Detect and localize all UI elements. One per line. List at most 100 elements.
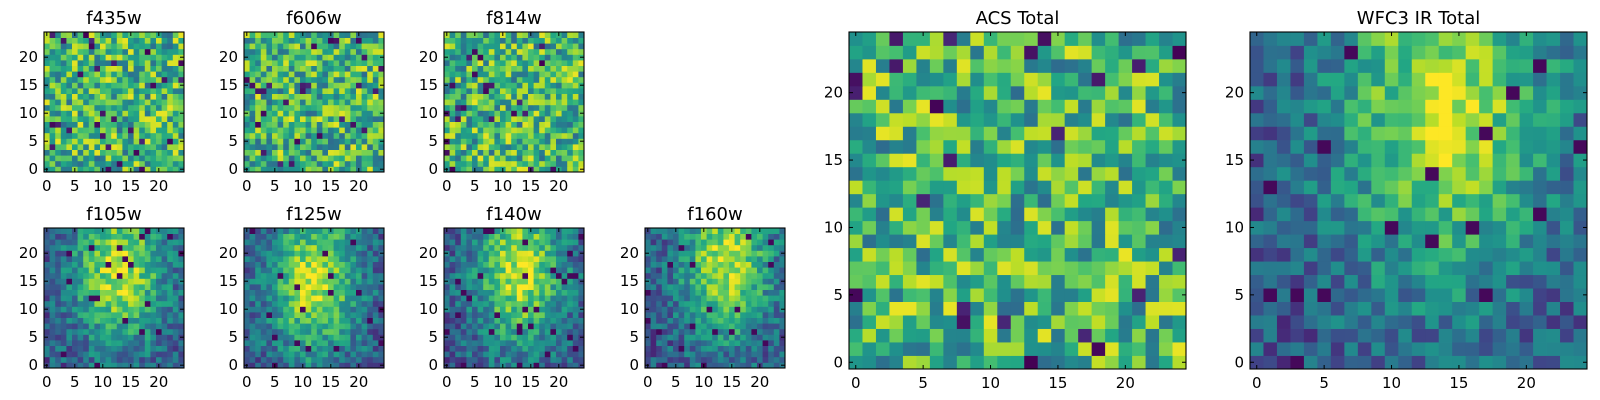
heatmap-cell: [266, 272, 273, 279]
heatmap-cell: [645, 284, 651, 290]
heatmap-cell: [111, 127, 118, 134]
heatmap-cell: [249, 267, 256, 274]
heatmap-cell: [528, 149, 534, 156]
heatmap-cell: [734, 261, 741, 268]
heatmap-cell: [339, 116, 346, 122]
heatmap-cell: [378, 155, 385, 162]
heatmap-cell: [272, 37, 278, 44]
heatmap-cell: [757, 312, 763, 318]
heatmap-cell: [356, 99, 362, 106]
heatmap-cell: [372, 160, 379, 167]
heatmap-cell: [49, 88, 56, 94]
heatmap-cell: [350, 93, 357, 100]
heatmap-cell: [378, 261, 385, 268]
heatmap-cell: [105, 289, 112, 296]
heatmap-cell: [144, 48, 151, 55]
heatmap-cell: [122, 127, 129, 134]
heatmap-cell: [350, 104, 357, 111]
heatmap-cell: [122, 351, 129, 358]
heatmap-cell: [144, 351, 151, 358]
heatmap-cell: [533, 155, 540, 162]
heatmap-cell: [449, 267, 456, 274]
heatmap-cell: [1091, 207, 1106, 222]
heatmap-cell: [533, 76, 540, 83]
heatmap-cell: [539, 250, 546, 257]
heatmap-cell: [372, 306, 379, 313]
heatmap-cell: [556, 60, 562, 66]
heatmap-cell: [316, 228, 323, 234]
heatmap-cell: [83, 278, 90, 285]
heatmap-cell: [729, 284, 735, 290]
heatmap-cell: [88, 76, 95, 83]
heatmap-cell: [460, 65, 467, 72]
heatmap-cell: [88, 132, 95, 139]
heatmap-cell: [272, 323, 278, 330]
heatmap-cell: [472, 278, 478, 285]
heatmap-cell: [178, 43, 185, 50]
heatmap-cell: [44, 88, 50, 94]
x-tick-label: 5: [70, 177, 80, 195]
heatmap-cell: [350, 71, 357, 78]
heatmap-cell: [150, 323, 157, 330]
heatmap-cell: [255, 278, 262, 285]
heatmap-cell: [111, 250, 118, 257]
heatmap-cell: [460, 37, 467, 44]
heatmap-cell: [762, 317, 769, 324]
heatmap-cell: [116, 43, 123, 50]
heatmap-cell: [94, 121, 101, 128]
heatmap-cell: [572, 99, 579, 106]
heatmap-cell: [333, 228, 340, 234]
heatmap-cell: [372, 256, 379, 262]
heatmap-cell: [1118, 247, 1133, 262]
heatmap-cell: [300, 239, 306, 246]
heatmap-cell: [88, 149, 95, 156]
heatmap-cell: [122, 239, 129, 246]
heatmap-cell: [156, 82, 162, 89]
heatmap-cell: [328, 312, 334, 318]
heatmap-cell: [105, 76, 112, 83]
heatmap-cell: [350, 312, 357, 318]
heatmap-cell: [249, 48, 256, 55]
heatmap-cell: [1010, 274, 1025, 289]
heatmap-cell: [344, 32, 351, 38]
heatmap-cell: [449, 278, 456, 285]
heatmap-cell: [494, 155, 501, 162]
heatmap-cell: [1037, 315, 1052, 329]
heatmap-cell: [494, 228, 501, 234]
heatmap-cell: [572, 356, 579, 363]
heatmap-cell: [1091, 288, 1106, 302]
heatmap-cell: [779, 256, 786, 262]
heatmap-cell: [483, 300, 490, 307]
heatmap-cell: [105, 116, 112, 122]
heatmap-cell: [751, 323, 758, 330]
heatmap-cell: [322, 278, 329, 285]
heatmap-cell: [60, 312, 67, 318]
heatmap-cell: [444, 60, 450, 66]
heatmap-cell: [567, 306, 574, 313]
heatmap-cell: [902, 234, 917, 249]
heatmap-cell: [311, 233, 318, 240]
heatmap-cell: [66, 317, 73, 324]
heatmap-cell: [128, 93, 134, 100]
heatmap-cell: [55, 138, 62, 145]
heatmap-cell: [678, 345, 685, 352]
heatmap-cell: [773, 250, 780, 257]
heatmap-cell: [260, 54, 267, 61]
heatmap-cell: [72, 351, 78, 358]
heatmap-cell: [1132, 274, 1146, 289]
heatmap-cell: [494, 99, 501, 106]
heatmap-cell: [272, 43, 278, 50]
heatmap-cell: [178, 272, 185, 279]
heatmap-cell: [734, 284, 741, 290]
heatmap-cell: [516, 127, 523, 134]
y-tick-label: 20: [620, 244, 639, 262]
heatmap-cell: [505, 284, 512, 290]
heatmap-cell: [66, 278, 73, 285]
heatmap-cell: [150, 166, 157, 173]
heatmap-cell: [294, 71, 301, 78]
heatmap-cell: [578, 323, 585, 330]
heatmap-cell: [161, 289, 168, 296]
heatmap-cell: [472, 334, 478, 341]
heatmap-cell: [172, 323, 179, 330]
heatmap-cell: [1064, 193, 1079, 208]
